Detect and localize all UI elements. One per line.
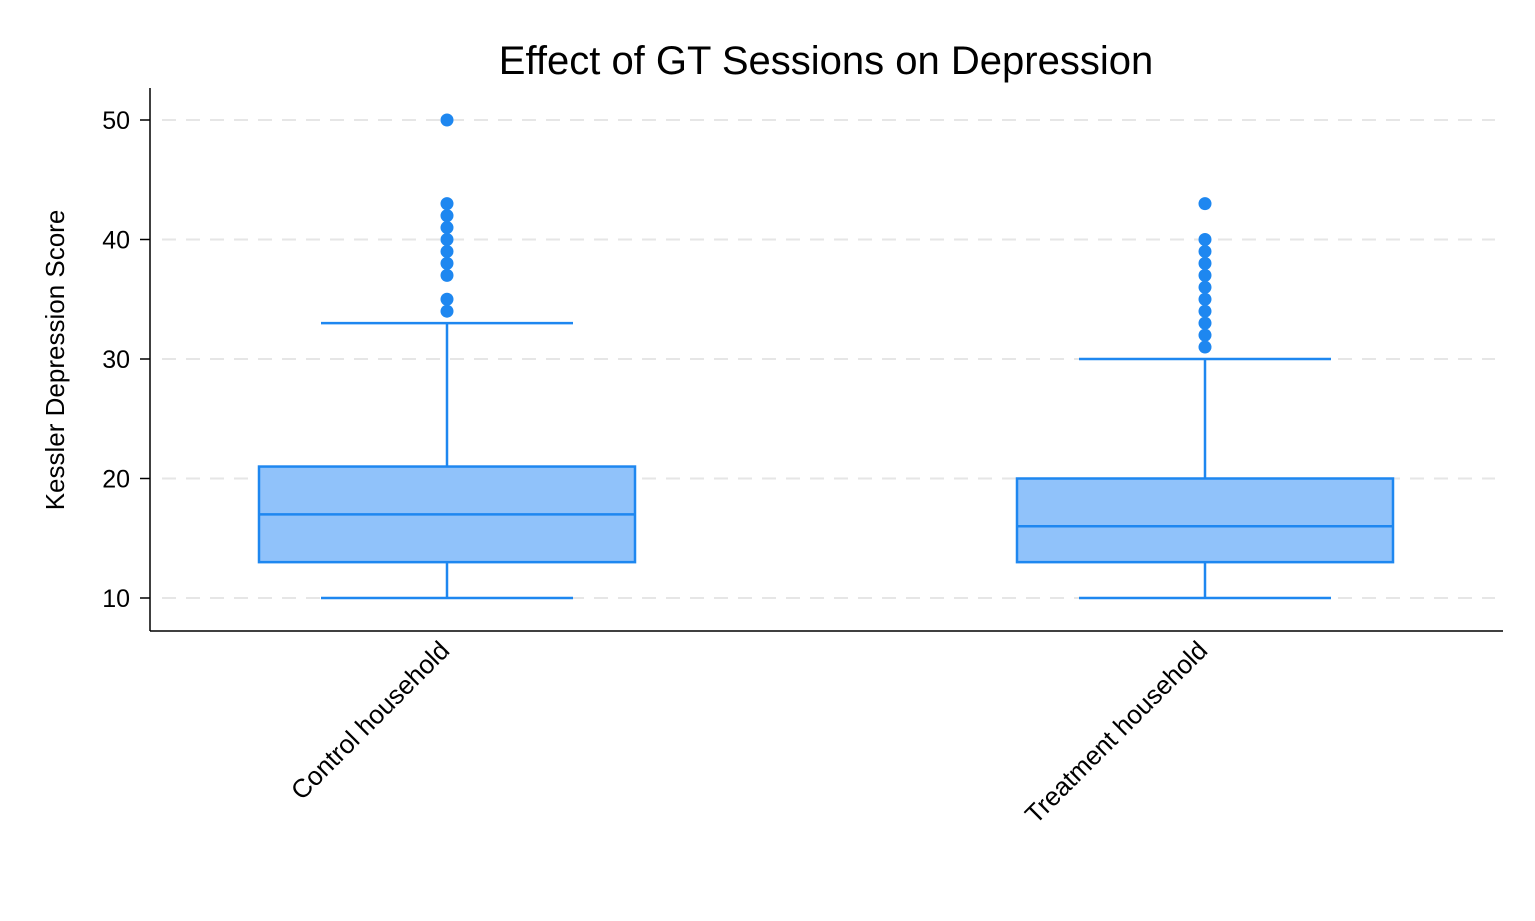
box-group xyxy=(257,113,637,600)
y-axis-ticks: 10 20 30 40 50 xyxy=(102,107,150,613)
x-category-label: Control household xyxy=(285,635,455,805)
outlier-point xyxy=(1198,197,1212,211)
outlier-point xyxy=(440,197,454,211)
outlier-point xyxy=(1198,328,1212,342)
box-plots xyxy=(257,113,1395,600)
outlier-point xyxy=(1198,280,1212,294)
outlier-point xyxy=(440,244,454,258)
chart-title: Effect of GT Sessions on Depression xyxy=(499,39,1153,83)
outlier-point xyxy=(440,256,454,270)
outlier-point xyxy=(1198,268,1212,282)
outlier-point xyxy=(1198,340,1212,354)
outlier-point xyxy=(440,209,454,223)
outlier-point xyxy=(440,268,454,282)
outlier-point xyxy=(440,113,454,127)
outlier-point xyxy=(440,292,454,306)
outlier-point xyxy=(1198,292,1212,306)
y-tick-label: 30 xyxy=(102,346,130,374)
y-tick-label: 40 xyxy=(102,227,130,255)
outlier-point xyxy=(1198,233,1212,246)
outlier-point xyxy=(1198,244,1212,258)
outlier-point xyxy=(440,233,454,246)
outlier-point xyxy=(1198,304,1212,318)
outlier-point xyxy=(1198,256,1212,270)
outlier-point xyxy=(440,221,454,235)
y-axis-title: Kessler Depression Score xyxy=(40,210,70,511)
outlier-point xyxy=(440,304,454,318)
iqr-box xyxy=(1015,477,1395,564)
outlier-point xyxy=(1198,316,1212,330)
y-tick-label: 50 xyxy=(102,107,130,135)
box-group xyxy=(1015,197,1395,600)
x-axis-category-labels: Control household Treatment household xyxy=(285,635,1213,829)
x-category-label: Treatment household xyxy=(1019,635,1213,829)
y-tick-label: 20 xyxy=(102,466,130,494)
y-tick-label: 10 xyxy=(102,585,130,613)
